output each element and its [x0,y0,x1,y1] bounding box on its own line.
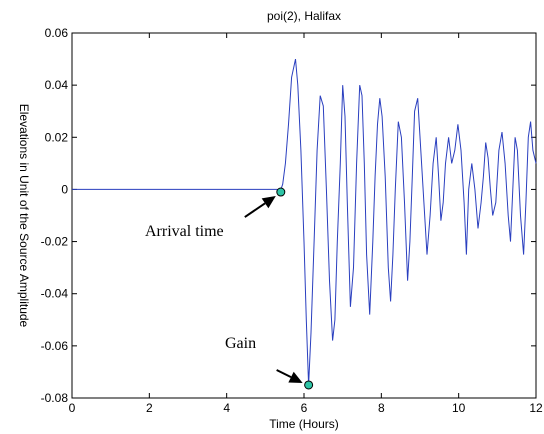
y-tick-label: -0.04 [41,287,69,301]
series-line [72,58,537,386]
y-tick-label: -0.02 [41,235,69,249]
x-tick-label: 10 [452,401,466,415]
x-axis-label: Time (Hours) [269,417,339,431]
y-tick-label: 0.06 [45,26,69,40]
x-tick-label: 0 [69,401,76,415]
y-axis-label: Elevations in Unit of the Source Amplitu… [17,104,31,328]
x-tick-label: 12 [529,401,543,415]
arrival-time-arrow-shaft [244,202,266,218]
y-tick-label: 0.04 [45,78,69,92]
x-tick-label: 4 [223,401,230,415]
x-tick-label: 8 [378,401,385,415]
y-tick-label: -0.08 [41,391,69,405]
y-tick-label: 0 [61,182,68,196]
arrival-time-marker [276,187,286,197]
chart-title: poi(2), Halifax [267,9,341,23]
arrival-time-label: Arrival time [145,223,224,240]
gain-label: Gain [225,335,256,352]
gain-marker [304,380,314,390]
x-tick-label: 6 [301,401,308,415]
x-tick-label: 2 [146,401,153,415]
gain-arrow-shaft [276,369,292,379]
y-tick-label: -0.06 [41,339,69,353]
gain-arrow-head [288,371,303,383]
y-tick-label: 0.02 [45,130,69,144]
arrival-time-arrow-head [261,196,276,209]
plot-frame [71,32,537,399]
